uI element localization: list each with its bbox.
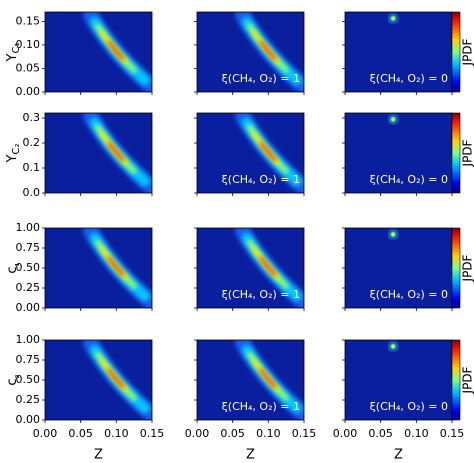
panel [45, 113, 152, 193]
density-streak [241, 229, 304, 304]
y-tick-label: 0.10 [16, 38, 41, 51]
y-axis-label: YC₂ [5, 144, 23, 164]
panel [345, 113, 452, 193]
x-tick-label: 0.00 [333, 427, 358, 440]
y-tick-label: 0.2 [23, 136, 41, 149]
y-tick-label: 0.50 [16, 373, 41, 386]
y-tick-label: 0.25 [16, 393, 41, 406]
x-axis-label: Z [246, 448, 255, 463]
y-tick-label: 1.00 [16, 221, 41, 234]
panel [197, 113, 304, 193]
x-tick-label: 0.10 [404, 427, 429, 440]
y-tick-label: 0.50 [16, 261, 41, 274]
density-streak [241, 341, 304, 416]
y-tick-label: 0.15 [16, 14, 41, 27]
panel-frame [196, 112, 305, 194]
panel [345, 228, 452, 308]
annotation: ξ(CH₄, O₂) = 0 [370, 173, 448, 186]
colorbar [451, 339, 461, 421]
y-tick-label: 1.00 [16, 333, 41, 346]
colorbar [451, 227, 461, 309]
y-tick-label: 0.00 [16, 301, 41, 314]
y-label-base: Y [5, 53, 20, 62]
y-label-sub: ₁ [11, 262, 22, 266]
y-label-sub: C₂ [11, 144, 22, 155]
x-tick-label: 0.10 [104, 427, 129, 440]
heatmap-background [345, 113, 452, 193]
heatmap-background [345, 228, 452, 308]
y-label-base: c [5, 378, 20, 385]
x-tick-label: 0.05 [220, 427, 245, 440]
heatmap-background [345, 340, 452, 420]
y-label-sub: ₂ [11, 374, 22, 378]
panel [197, 12, 304, 92]
y-axis-label: c₂ [5, 374, 23, 385]
y-axis-label: c₁ [5, 262, 23, 273]
density-streak [89, 341, 152, 416]
annotation: ξ(CH₄, O₂) = 1 [222, 173, 300, 186]
x-tick-label: 0.10 [256, 427, 281, 440]
panel [345, 12, 452, 92]
panel [45, 340, 152, 420]
y-tick-label: 0.3 [23, 111, 41, 124]
density-streak [241, 114, 304, 189]
x-tick-label: 0.05 [368, 427, 393, 440]
density-spot [391, 16, 396, 21]
colorbar-label: JPDF [461, 366, 474, 394]
x-tick-label: 0.05 [68, 427, 93, 440]
x-tick-label: 0.00 [185, 427, 210, 440]
density-streak [89, 114, 152, 189]
panel-frame [44, 112, 153, 194]
y-tick-label: 0.00 [16, 413, 41, 426]
y-label-base: c [5, 266, 20, 273]
x-tick-label: 0.15 [292, 427, 317, 440]
density-spot [391, 232, 396, 237]
panel [197, 228, 304, 308]
colorbar-label: JPDF [461, 254, 474, 282]
annotation: ξ(CH₄, O₂) = 1 [222, 72, 300, 85]
annotation: ξ(CH₄, O₂) = 1 [222, 288, 300, 301]
annotation: ξ(CH₄, O₂) = 1 [222, 400, 300, 413]
y-axis-label: YC₁ [5, 43, 23, 63]
panel [345, 340, 452, 420]
panel [45, 228, 152, 308]
y-label-base: Y [5, 154, 20, 163]
heatmap-background [345, 12, 452, 92]
panel-frame [44, 11, 153, 93]
density-spot [391, 344, 396, 349]
colorbar-label: JPDF [461, 38, 474, 66]
y-tick-label: 0.75 [16, 241, 41, 254]
annotation: ξ(CH₄, O₂) = 0 [370, 288, 448, 301]
colorbar [451, 11, 461, 93]
y-tick-label: 0.05 [16, 61, 41, 74]
y-tick-label: 0.75 [16, 353, 41, 366]
density-streak [89, 229, 152, 304]
panel [197, 340, 304, 420]
panel-frame [196, 11, 305, 93]
annotation: ξ(CH₄, O₂) = 0 [370, 400, 448, 413]
y-label-sub: C₁ [11, 43, 22, 54]
annotation: ξ(CH₄, O₂) = 0 [370, 72, 448, 85]
y-tick-label: 0.0 [23, 186, 41, 199]
density-streak [241, 13, 304, 88]
density-streak [89, 13, 152, 88]
x-tick-label: 0.15 [440, 427, 465, 440]
density-spot [391, 117, 396, 122]
x-axis-label: Z [94, 448, 103, 463]
y-tick-label: 0.1 [23, 161, 41, 174]
y-tick-label: 0.25 [16, 281, 41, 294]
x-tick-label: 0.15 [140, 427, 165, 440]
colorbar-label: JPDF [461, 139, 474, 167]
colorbar [451, 112, 461, 194]
y-tick-label: 0.00 [16, 85, 41, 98]
x-axis-label: Z [394, 448, 403, 463]
x-tick-label: 0.00 [33, 427, 58, 440]
panel [45, 12, 152, 92]
